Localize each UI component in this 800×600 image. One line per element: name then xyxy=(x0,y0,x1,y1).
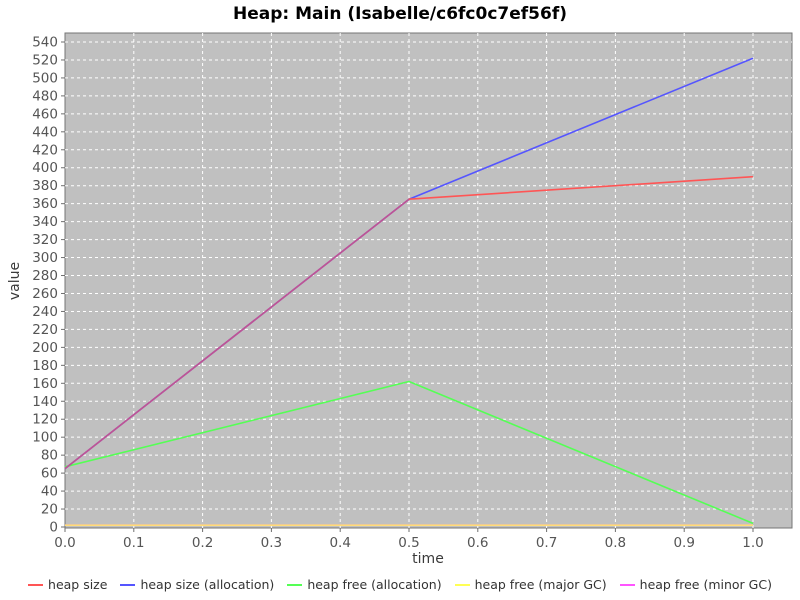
plot-background xyxy=(64,32,793,529)
x-tick-label: 0.3 xyxy=(261,535,282,551)
legend-item-heap-size: heap size xyxy=(28,577,107,592)
y-tick-label: 180 xyxy=(32,358,58,374)
y-tick-label: 260 xyxy=(32,286,58,302)
y-tick-label: 140 xyxy=(32,394,58,410)
legend-swatch-heap-free-minor-gc xyxy=(619,583,635,586)
legend-item-heap-free-major-gc: heap free (major GC) xyxy=(454,577,607,592)
y-tick-label: 500 xyxy=(32,70,58,86)
x-tick-label: 0.1 xyxy=(123,535,144,551)
legend-item-heap-free-allocation: heap free (allocation) xyxy=(287,577,442,592)
x-tick-label: 0.4 xyxy=(329,535,350,551)
legend-label: heap free (major GC) xyxy=(474,577,607,592)
x-axis-label: time xyxy=(412,551,444,567)
y-tick-label: 400 xyxy=(32,160,58,176)
x-tick-label: 0.7 xyxy=(536,535,557,551)
legend-swatch-heap-size-allocation xyxy=(120,583,136,586)
y-tick-label: 20 xyxy=(41,502,58,518)
x-tick-label: 0.0 xyxy=(54,535,75,551)
y-tick-label: 240 xyxy=(32,304,58,320)
y-tick-label: 120 xyxy=(32,412,58,428)
y-tick-label: 0 xyxy=(49,520,58,536)
legend-label: heap free (minor GC) xyxy=(639,577,772,592)
y-tick-label: 440 xyxy=(32,124,58,140)
legend-swatch-heap-size xyxy=(28,583,44,586)
y-tick-label: 80 xyxy=(41,448,58,464)
y-tick-label: 340 xyxy=(32,214,58,230)
x-tick-label: 0.5 xyxy=(398,535,419,551)
x-tick-label: 0.8 xyxy=(605,535,626,551)
series-line-heap-size xyxy=(64,175,754,470)
y-axis-label: value xyxy=(7,261,23,301)
y-tick-label: 460 xyxy=(32,106,58,122)
legend: heap size heap size (allocation) heap free… xyxy=(0,577,800,592)
legend-swatch-heap-free-major-gc xyxy=(454,583,470,586)
y-tick-label: 60 xyxy=(41,466,58,482)
y-tick-label: 480 xyxy=(32,88,58,104)
y-tick-label: 520 xyxy=(32,52,58,68)
x-tick-label: 1.0 xyxy=(742,535,763,551)
chart-title: Heap: Main (Isabelle/c6fc0c7ef56f) xyxy=(233,4,567,24)
plot-area: 0 20 40 60 80 100 120 140 160 180 200 220 240 260 280 3… xyxy=(32,32,793,551)
legend-swatch-heap-free-allocation xyxy=(287,583,303,586)
x-tick-label: 0.2 xyxy=(192,535,213,551)
y-tick-label: 220 xyxy=(32,322,58,338)
y-tick-label: 100 xyxy=(32,430,58,446)
y-tick-label: 280 xyxy=(32,268,58,284)
legend-item-heap-free-minor-gc: heap free (minor GC) xyxy=(619,577,772,592)
y-tick-label: 40 xyxy=(41,484,58,500)
legend-label: heap size (allocation) xyxy=(140,577,275,592)
y-tick-label: 360 xyxy=(32,196,58,212)
legend-label: heap free (allocation) xyxy=(307,577,442,592)
y-tick-label: 420 xyxy=(32,142,58,158)
series-overlap-tint xyxy=(64,198,410,470)
x-tick-label: 0.6 xyxy=(467,535,488,551)
y-tick-label: 200 xyxy=(32,340,58,356)
series-line-heap-free-allocation xyxy=(64,380,754,525)
legend-label: heap size xyxy=(48,577,108,592)
y-tick-label: 540 xyxy=(32,35,58,51)
x-tick-label: 0.9 xyxy=(673,535,694,551)
y-tick-label: 380 xyxy=(32,178,58,194)
y-tick-label: 320 xyxy=(32,232,58,248)
legend-item-heap-size-allocation: heap size (allocation) xyxy=(120,577,274,592)
y-tick-label: 160 xyxy=(32,376,58,392)
y-tick-label: 300 xyxy=(32,250,58,266)
